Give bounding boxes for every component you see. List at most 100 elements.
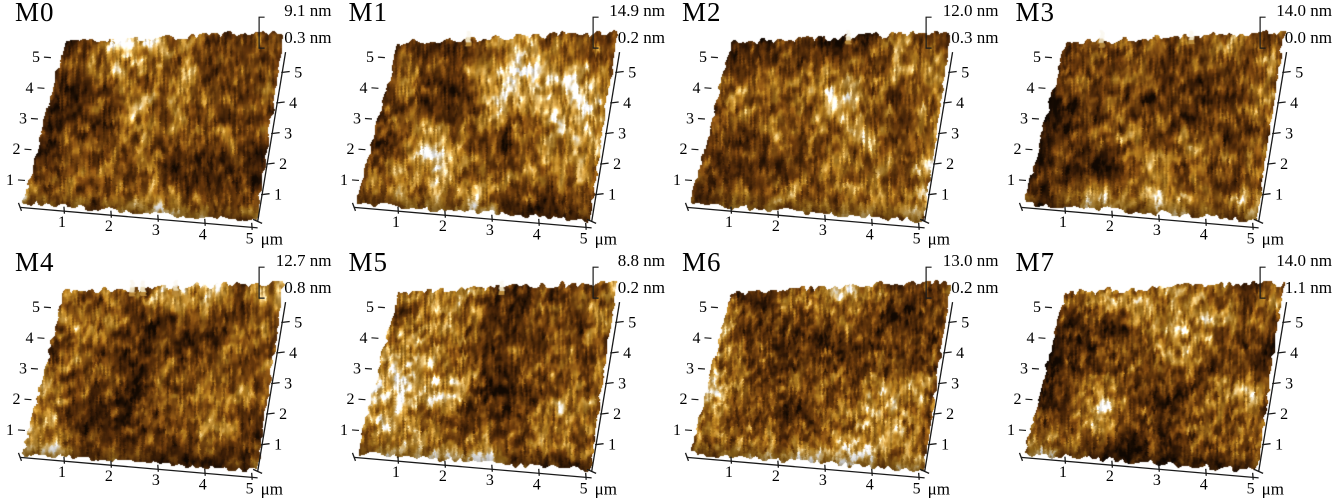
- depth-tick-label: 4: [289, 345, 297, 362]
- z-scale-bracket: [258, 16, 265, 49]
- depth-tick-label: 4: [623, 345, 631, 362]
- x-tick-label: 2: [772, 468, 780, 485]
- x-tick-label: 3: [485, 222, 493, 239]
- x-axis-unit: μm: [928, 229, 950, 248]
- depth-tick: [1261, 443, 1271, 446]
- z-scale-value: 0.2 nm: [951, 278, 999, 297]
- x-tick-label: 3: [152, 472, 160, 489]
- x-tick-label: 2: [438, 468, 446, 485]
- y-axis: [684, 56, 718, 182]
- z-scale-value: 0.3 nm: [951, 28, 999, 47]
- depth-tick: [1271, 381, 1281, 385]
- depth-tick: [933, 412, 942, 415]
- x-tick-label: 5: [913, 480, 921, 497]
- z-max-value: 14.0 nm: [1276, 1, 1332, 20]
- x-axis-unit: μm: [261, 479, 283, 498]
- y-tick-label: 1: [673, 422, 681, 439]
- depth-tick: [594, 193, 604, 196]
- depth-tick: [943, 351, 952, 354]
- z-scale-value: 1.1 nm: [1284, 278, 1332, 297]
- x-tick-label: 5: [246, 230, 254, 247]
- depth-axis-endcap: [1253, 468, 1263, 474]
- x-axis-endcap: [351, 452, 356, 462]
- panel-label: M5: [348, 247, 389, 277]
- y-tick-label: 4: [1026, 330, 1034, 347]
- y-tick-label: 2: [346, 391, 354, 408]
- x-axis-unit: μm: [1261, 229, 1283, 248]
- z-scale-bracket: [592, 16, 599, 49]
- depth-tick-label: 2: [613, 406, 621, 423]
- z-max-value: 14.9 nm: [609, 1, 665, 20]
- panel-label: M3: [1015, 0, 1056, 27]
- depth-tick-label: 2: [1280, 156, 1288, 173]
- depth-tick: [1276, 101, 1286, 104]
- depth-tick: [948, 320, 957, 324]
- x-tick-label: 1: [1058, 214, 1066, 231]
- depth-tick-label: 3: [618, 376, 626, 393]
- afm-panel-m2: 1 2 3 4 5 μm 5 4 3 2 1 5 4 3 2 1 M2 12.0 nm 0.3 nm: [667, 0, 1001, 250]
- y-axis: [684, 306, 718, 432]
- y-tick-label: 2: [12, 391, 20, 408]
- depth-tick-label: 5: [628, 64, 636, 81]
- depth-tick: [604, 381, 614, 385]
- depth-tick-label: 3: [951, 126, 959, 143]
- x-tick-label: 2: [1105, 468, 1113, 485]
- depth-tick-label: 1: [941, 187, 949, 204]
- depth-tick-label: 2: [613, 156, 621, 173]
- axes-overlay: 1 2 3 4 5 μm 5 4 3 2 1 5 4 3 2 1: [1006, 16, 1303, 248]
- y-tick-label: 2: [346, 141, 354, 158]
- depth-tick: [1266, 412, 1276, 415]
- depth-tick: [281, 320, 290, 324]
- y-tick-label: 1: [673, 172, 681, 189]
- afm-panel-m3: 1 2 3 4 5 μm 5 4 3 2 1 5 4 3 2 1 M3 14.0 nm 0.0 nm: [1000, 0, 1334, 250]
- depth-axis-endcap: [919, 218, 930, 224]
- axes-overlay: 1 2 3 4 5 μm 5 4 3 2 1 5 4 3 2 1: [673, 266, 969, 498]
- x-axis-endcap: [1018, 452, 1023, 462]
- depth-tick-label: 4: [956, 95, 964, 112]
- y-tick-label: 1: [339, 422, 347, 439]
- depth-tick: [1281, 70, 1291, 74]
- depth-tick: [271, 131, 280, 135]
- x-tick-label: 1: [391, 464, 399, 481]
- depth-tick: [276, 101, 285, 104]
- panel-label: M2: [682, 0, 722, 27]
- depth-tick: [938, 131, 947, 135]
- y-tick-label: 4: [25, 80, 33, 97]
- depth-tick: [271, 381, 280, 385]
- x-axis: [17, 452, 258, 480]
- depth-tick-label: 2: [946, 156, 954, 173]
- depth-tick-label: 3: [951, 376, 959, 393]
- depth-tick: [276, 351, 285, 354]
- afm-3d-surface-image: [333, 250, 667, 500]
- depth-axis: [252, 302, 290, 474]
- x-axis-endcap: [684, 452, 690, 462]
- y-tick-label: 5: [365, 49, 373, 66]
- x-axis-endcap: [17, 202, 23, 212]
- axes-overlay: 1 2 3 4 5 μm 5 4 3 2 1 5 4 3 2 1: [673, 16, 969, 248]
- x-axis-unit: μm: [928, 479, 950, 498]
- x-axis-endcap: [351, 202, 356, 212]
- x-axis-endcap: [1018, 202, 1023, 212]
- y-tick-label: 3: [1019, 111, 1027, 128]
- depth-tick-label: 1: [941, 437, 949, 454]
- y-tick-label: 3: [19, 361, 27, 378]
- depth-axis-endcap: [252, 218, 263, 224]
- z-scale-value: 0.2 nm: [617, 28, 665, 47]
- z-scale-bracket: [925, 266, 932, 299]
- depth-tick-label: 4: [1290, 95, 1298, 112]
- z-max-value: 14.0 nm: [1276, 251, 1332, 270]
- y-tick-label: 5: [699, 299, 707, 316]
- depth-axis-endcap: [1253, 218, 1263, 224]
- y-tick-label: 5: [32, 299, 40, 316]
- y-tick-label: 3: [1019, 361, 1027, 378]
- z-scale-bracket: [258, 266, 265, 299]
- panel-label: M7: [1015, 247, 1056, 277]
- z-scale-value: 0.3 nm: [284, 28, 332, 47]
- afm-3d-surface-image: [667, 250, 1001, 500]
- z-scale-bracket: [1259, 266, 1266, 299]
- y-axis: [351, 56, 385, 182]
- panel-label: M4: [15, 247, 55, 277]
- x-tick-label: 4: [866, 476, 874, 493]
- depth-tick-label: 3: [1285, 376, 1293, 393]
- afm-3d-surface-image: [667, 0, 1001, 250]
